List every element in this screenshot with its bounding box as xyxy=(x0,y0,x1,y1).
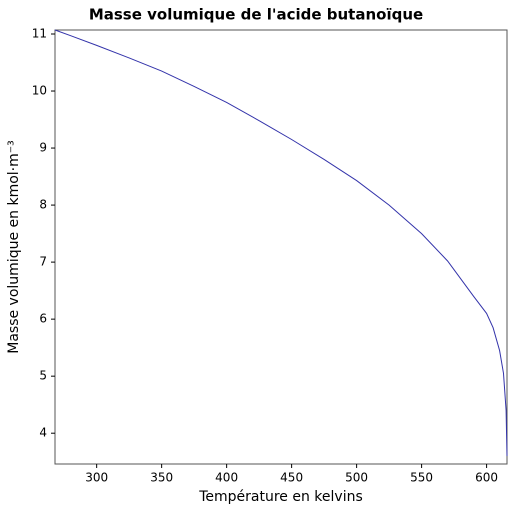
y-tick-label: 4 xyxy=(39,426,47,440)
plot-frame xyxy=(54,29,508,465)
y-tick-label: 9 xyxy=(39,141,47,155)
data-line xyxy=(54,29,508,457)
x-tick-label: 350 xyxy=(150,471,173,485)
y-tick-label: 6 xyxy=(39,312,47,326)
chart-title: Masse volumique de l'acide butanoïque xyxy=(89,6,423,24)
x-tick-label: 400 xyxy=(215,471,238,485)
y-tick-label: 11 xyxy=(32,26,47,40)
x-tick-label: 300 xyxy=(85,471,108,485)
y-tick-label: 10 xyxy=(32,84,47,98)
x-tick-label: 550 xyxy=(410,471,433,485)
y-tick-label: 5 xyxy=(39,369,47,383)
x-tick-label: 500 xyxy=(345,471,368,485)
x-axis-label: Température en kelvins xyxy=(198,489,363,505)
x-tick-label: 450 xyxy=(280,471,303,485)
y-axis-label: Masse volumique en kmol·m⁻³ xyxy=(6,140,22,354)
y-tick-label: 7 xyxy=(39,255,47,269)
y-tick-label: 8 xyxy=(39,198,47,212)
x-tick-label: 600 xyxy=(475,471,498,485)
